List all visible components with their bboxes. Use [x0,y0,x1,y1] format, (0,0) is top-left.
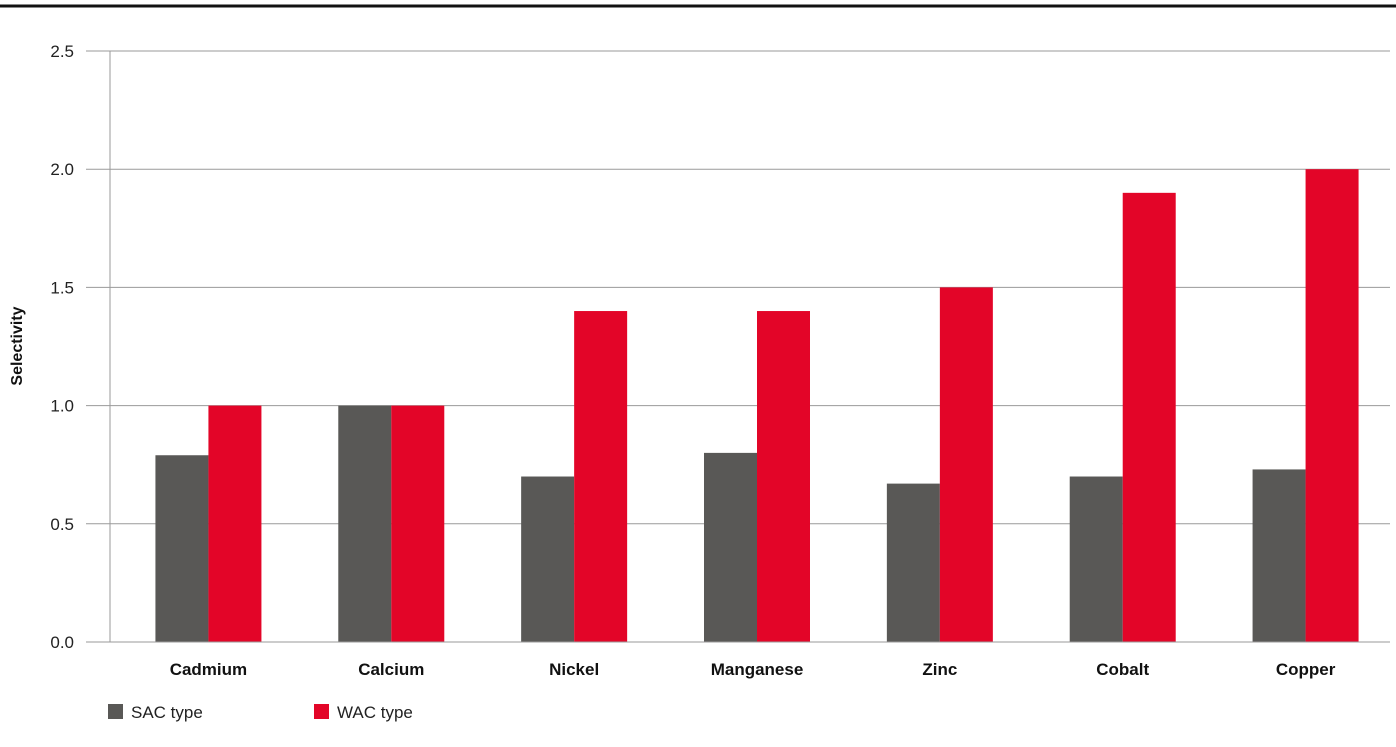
bar-sac-type-cadmium [155,455,209,642]
legend-label-sac-type: SAC type [131,703,203,722]
legend-swatch-sac-type [108,704,123,719]
bar-sac-type-zinc [886,483,940,642]
y-axis-label: Selectivity [9,306,26,385]
bar-sac-type-nickel [521,476,575,642]
x-tick-label-zinc: Zinc [922,660,957,679]
y-axis-ticks: 0.0 0.5 1.0 1.5 2.0 2.5 [50,42,110,652]
x-tick-label-copper: Copper [1276,660,1336,679]
x-tick-label-cadmium: Cadmium [170,660,247,679]
y-tick-label: 0.5 [50,515,74,534]
bar-wac-type-zinc [939,287,993,642]
axes [109,51,1390,643]
bars [155,169,1359,642]
legend: SAC type WAC type [108,703,413,722]
bar-sac-type-calcium [338,405,392,642]
y-tick-label: 0.0 [50,633,74,652]
x-tick-label-nickel: Nickel [549,660,599,679]
y-tick-label: 2.5 [50,42,74,61]
y-tick-label: 2.0 [50,160,74,179]
bar-wac-type-nickel [574,311,628,642]
x-tick-label-cobalt: Cobalt [1096,660,1149,679]
bar-sac-type-manganese [704,452,757,642]
y-tick-label: 1.0 [50,397,74,416]
y-tick-label: 1.5 [50,278,74,297]
legend-swatch-wac-type [314,704,329,719]
bar-wac-type-manganese [757,311,810,642]
bar-wac-type-copper [1305,169,1359,642]
x-axis-ticks: Cadmium Calcium Nickel Manganese Zinc Cobalt C… [170,660,1336,679]
bar-wac-type-cobalt [1122,192,1176,642]
x-tick-label-calcium: Calcium [358,660,424,679]
bar-sac-type-cobalt [1069,476,1123,642]
gridlines [110,50,1390,525]
x-tick-label-manganese: Manganese [711,660,804,679]
bar-sac-type-copper [1252,469,1306,642]
legend-label-wac-type: WAC type [337,703,413,722]
bar-wac-type-cadmium [208,405,262,642]
bar-wac-type-calcium [391,405,445,642]
